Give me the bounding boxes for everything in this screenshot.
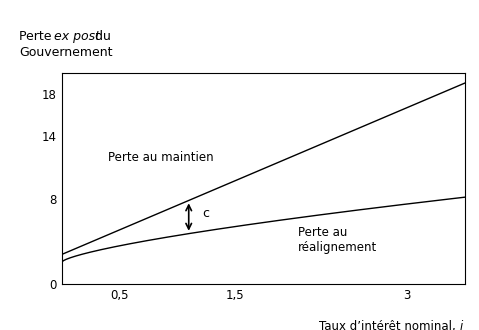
- Text: i: i: [460, 320, 463, 330]
- Text: c: c: [203, 207, 209, 220]
- Text: du: du: [91, 30, 111, 43]
- Text: Perte: Perte: [19, 30, 56, 43]
- Text: Taux d’intérêt nominal,: Taux d’intérêt nominal,: [319, 320, 460, 330]
- Text: ex post: ex post: [54, 30, 100, 43]
- Text: Gouvernement: Gouvernement: [19, 47, 113, 59]
- Text: Perte au
réalignement: Perte au réalignement: [298, 226, 377, 254]
- Text: Perte au maintien: Perte au maintien: [108, 150, 214, 164]
